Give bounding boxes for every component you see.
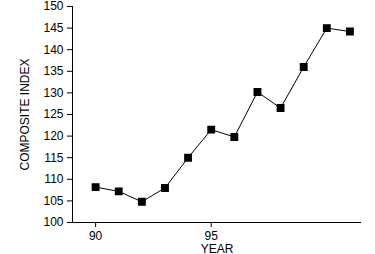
svg-text:150: 150 xyxy=(43,0,63,13)
svg-text:145: 145 xyxy=(43,21,63,35)
svg-text:YEAR: YEAR xyxy=(201,242,234,254)
svg-text:125: 125 xyxy=(43,107,63,121)
svg-text:90: 90 xyxy=(89,229,103,243)
svg-text:115: 115 xyxy=(44,151,63,165)
svg-text:100: 100 xyxy=(43,215,63,229)
svg-text:120: 120 xyxy=(43,129,63,143)
svg-text:110: 110 xyxy=(44,172,63,186)
svg-text:95: 95 xyxy=(204,229,218,243)
svg-text:105: 105 xyxy=(43,194,63,208)
svg-text:140: 140 xyxy=(43,43,63,57)
svg-text:130: 130 xyxy=(43,86,63,100)
svg-text:COMPOSITE INDEX: COMPOSITE INDEX xyxy=(18,58,32,170)
svg-text:135: 135 xyxy=(43,64,63,78)
